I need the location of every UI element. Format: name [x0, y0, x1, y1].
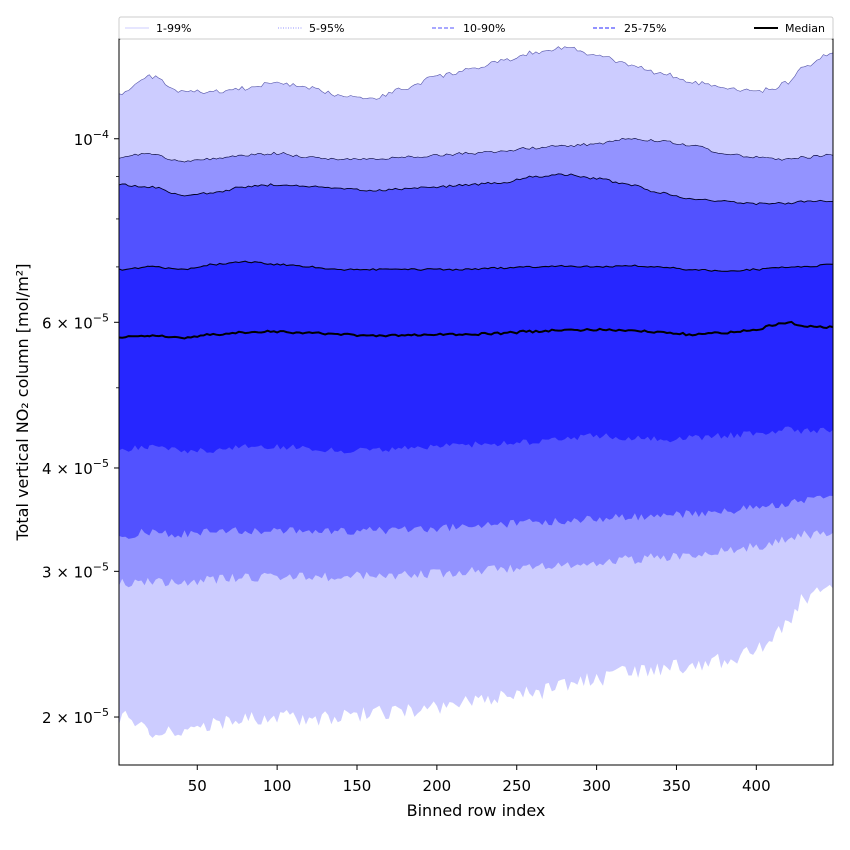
- band-upper-edge-1-99%: [118, 46, 834, 100]
- band-upper-edge-10-90%: [118, 173, 833, 206]
- legend-frame: [118, 16, 834, 40]
- legend: 1-99% 5-95% 10-90% 25-75% Median: [118, 16, 834, 40]
- x-tick-label: 400: [742, 777, 771, 795]
- y-tick-label: 6 × 10−5: [42, 311, 109, 332]
- x-tick-label: 350: [662, 777, 691, 795]
- legend-label: 5-95%: [309, 22, 344, 35]
- legend-label: 10-90%: [463, 22, 505, 35]
- y-axis-ticks: 10−4 6 × 10−5 4 × 10−5 3 × 10−5 2 × 10−5: [42, 128, 119, 727]
- x-axis-ticks: 50 100 150 200 250 300 350 400: [188, 765, 771, 795]
- y-tick-label: 10−4: [74, 128, 109, 149]
- y-tick-label: 2 × 10−5: [42, 706, 109, 727]
- median-series: [118, 320, 834, 340]
- band-upper-edge-5-95%: [118, 137, 834, 163]
- y-axis-label: Total vertical NO₂ column [mol/m²]: [13, 264, 32, 542]
- x-tick-label: 100: [263, 777, 292, 795]
- band-upper-edge-25-75%: [118, 260, 834, 272]
- legend-label: Median: [785, 22, 825, 35]
- legend-label: 1-99%: [156, 22, 191, 35]
- y-tick-label: 3 × 10−5: [42, 560, 109, 581]
- legend-label: 25-75%: [624, 22, 666, 35]
- x-tick-label: 150: [343, 777, 372, 795]
- x-tick-label: 50: [188, 777, 207, 795]
- y-tick-label: 4 × 10−5: [42, 457, 109, 478]
- x-tick-label: 300: [582, 777, 611, 795]
- median-line: [118, 320, 834, 340]
- x-tick-label: 250: [502, 777, 531, 795]
- percentile-bands: [119, 46, 833, 738]
- band-25-75%: [119, 261, 833, 454]
- band-edge-lines: [118, 46, 834, 272]
- x-tick-label: 200: [423, 777, 452, 795]
- x-axis-label: Binned row index: [407, 801, 546, 820]
